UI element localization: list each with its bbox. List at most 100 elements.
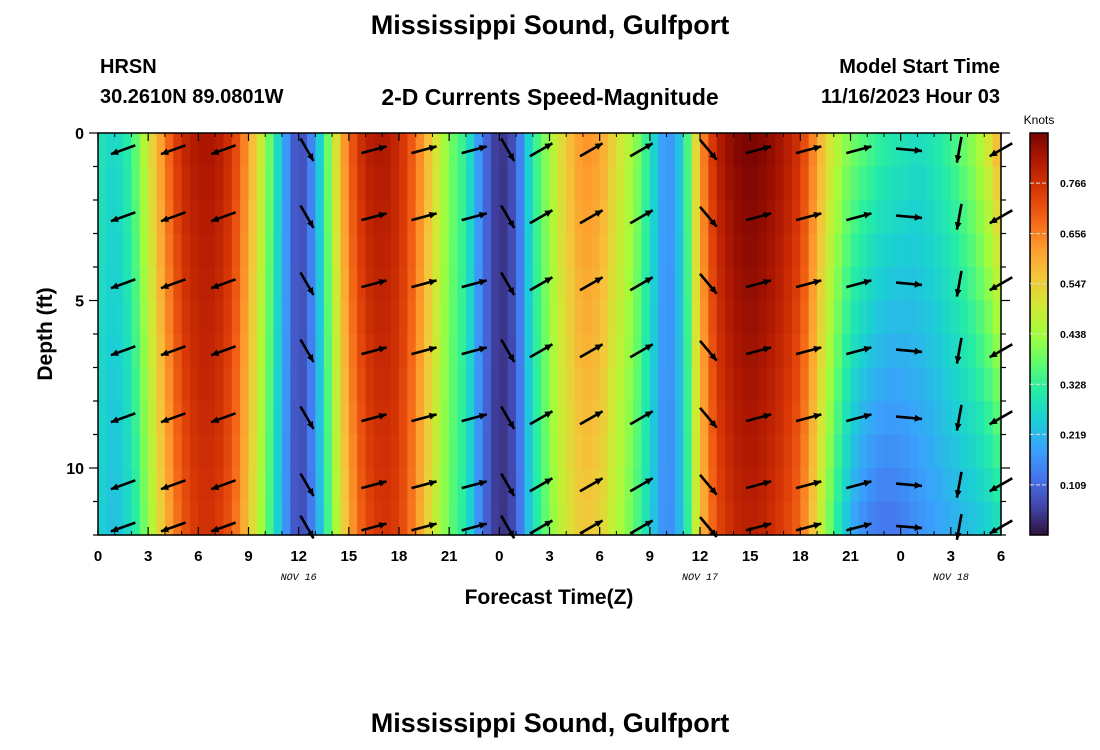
heatmap-cell: [791, 267, 801, 302]
heatmap-cell: [106, 233, 116, 268]
heatmap-cell: [139, 367, 149, 402]
current-arrow: [795, 211, 822, 222]
heatmap-cell: [248, 166, 258, 201]
heatmap-cell: [432, 267, 442, 302]
heatmap-cell: [549, 434, 559, 469]
heatmap-cell: [633, 367, 643, 402]
heatmap-cell: [683, 267, 693, 302]
heatmap-cell: [173, 434, 183, 469]
heatmap-cell: [198, 401, 208, 436]
heatmap-cell: [775, 133, 785, 168]
heatmap-cell: [131, 367, 141, 402]
x-tick-label: 15: [340, 548, 357, 565]
heatmap-cell: [574, 166, 584, 201]
current-arrow: [745, 144, 772, 155]
heatmap-cell: [273, 501, 283, 536]
heatmap-cell: [357, 401, 367, 436]
heatmap-cell: [624, 401, 634, 436]
heatmap-cell: [474, 434, 484, 469]
current-arrow: [500, 338, 516, 363]
heatmap-cell: [858, 233, 868, 268]
heatmap-cell: [156, 468, 166, 503]
current-arrow: [461, 345, 488, 356]
heatmap-cell: [281, 334, 291, 369]
heatmap-cell: [407, 200, 417, 235]
heatmap-cell: [808, 233, 818, 268]
heatmap-cell: [842, 200, 852, 235]
heatmap-cell: [925, 233, 935, 268]
current-arrow: [361, 144, 387, 155]
heatmap-cell: [975, 434, 985, 469]
heatmap-cell: [256, 501, 266, 536]
heatmap-cell: [465, 233, 475, 268]
heatmap-cell: [365, 501, 375, 536]
heatmap-cell: [390, 267, 400, 302]
heatmap-cell: [833, 300, 843, 335]
heatmap-cell: [181, 300, 191, 335]
heatmap-cell: [783, 434, 793, 469]
heatmap-cell: [950, 267, 960, 302]
current-arrow: [160, 412, 186, 424]
heatmap-cell: [273, 334, 283, 369]
station-coordinates: 30.2610N 89.0801W: [100, 86, 284, 108]
heatmap-cell: [340, 233, 350, 268]
heatmap-cell: [357, 468, 367, 503]
heatmap-cell: [198, 334, 208, 369]
heatmap-cell: [708, 501, 718, 536]
heatmap-cell: [934, 468, 944, 503]
heatmap-cell: [674, 166, 684, 201]
heatmap-cell: [407, 401, 417, 436]
heatmap-cell: [959, 334, 969, 369]
heatmap-cell: [181, 401, 191, 436]
heatmap-cell: [591, 166, 601, 201]
heatmap-cell: [700, 401, 709, 436]
heatmap-cell: [307, 233, 316, 268]
heatmap-cell: [407, 133, 417, 168]
heatmap-cell: [599, 401, 609, 436]
heatmap-cell: [666, 300, 676, 335]
heatmap-cell: [156, 401, 166, 436]
heatmap-cell: [290, 133, 300, 168]
y-tick-label: 10: [66, 461, 84, 478]
heatmap-cell: [858, 133, 868, 168]
heatmap-cell: [507, 468, 517, 503]
heatmap-cell: [858, 334, 868, 369]
heatmap-cell: [541, 300, 551, 335]
heatmap-cell: [633, 501, 643, 536]
heatmap-cell: [825, 200, 835, 235]
heatmap-cell: [842, 166, 852, 201]
heatmap-cell: [440, 334, 450, 369]
heatmap-cell: [591, 267, 601, 302]
heatmap-cell: [733, 233, 743, 268]
heatmap-cell: [892, 133, 902, 168]
heatmap-cell: [566, 233, 576, 268]
heatmap-cell: [181, 166, 191, 201]
heatmap-cell: [240, 434, 250, 469]
heatmap-cell: [365, 367, 375, 402]
heatmap-cell: [440, 233, 450, 268]
heatmap-cell: [942, 133, 952, 168]
heatmap-cell: [148, 334, 158, 369]
colorbar-title: Knots: [1024, 113, 1055, 127]
heatmap-cell: [750, 434, 760, 469]
heatmap-cell: [850, 300, 860, 335]
current-arrow: [110, 278, 136, 290]
current-arrow: [895, 280, 923, 288]
current-arrow: [629, 142, 654, 158]
heatmap-cell: [424, 200, 434, 235]
heatmap-cell: [432, 200, 442, 235]
heatmap-cell: [616, 200, 626, 235]
heatmap-cell: [892, 434, 902, 469]
heatmap-cell: [992, 434, 1002, 469]
heatmap-cell: [156, 166, 166, 201]
heatmap-cell: [281, 166, 291, 201]
heatmap-cell: [741, 233, 751, 268]
heatmap-cell: [883, 501, 893, 536]
heatmap-cell: [917, 434, 927, 469]
heatmap-cell: [415, 501, 425, 536]
heatmap-cell: [382, 267, 392, 302]
heatmap-cell: [198, 133, 208, 168]
heatmap-cell: [842, 334, 852, 369]
heatmap-cell: [833, 468, 843, 503]
heatmap-cell: [574, 200, 584, 235]
